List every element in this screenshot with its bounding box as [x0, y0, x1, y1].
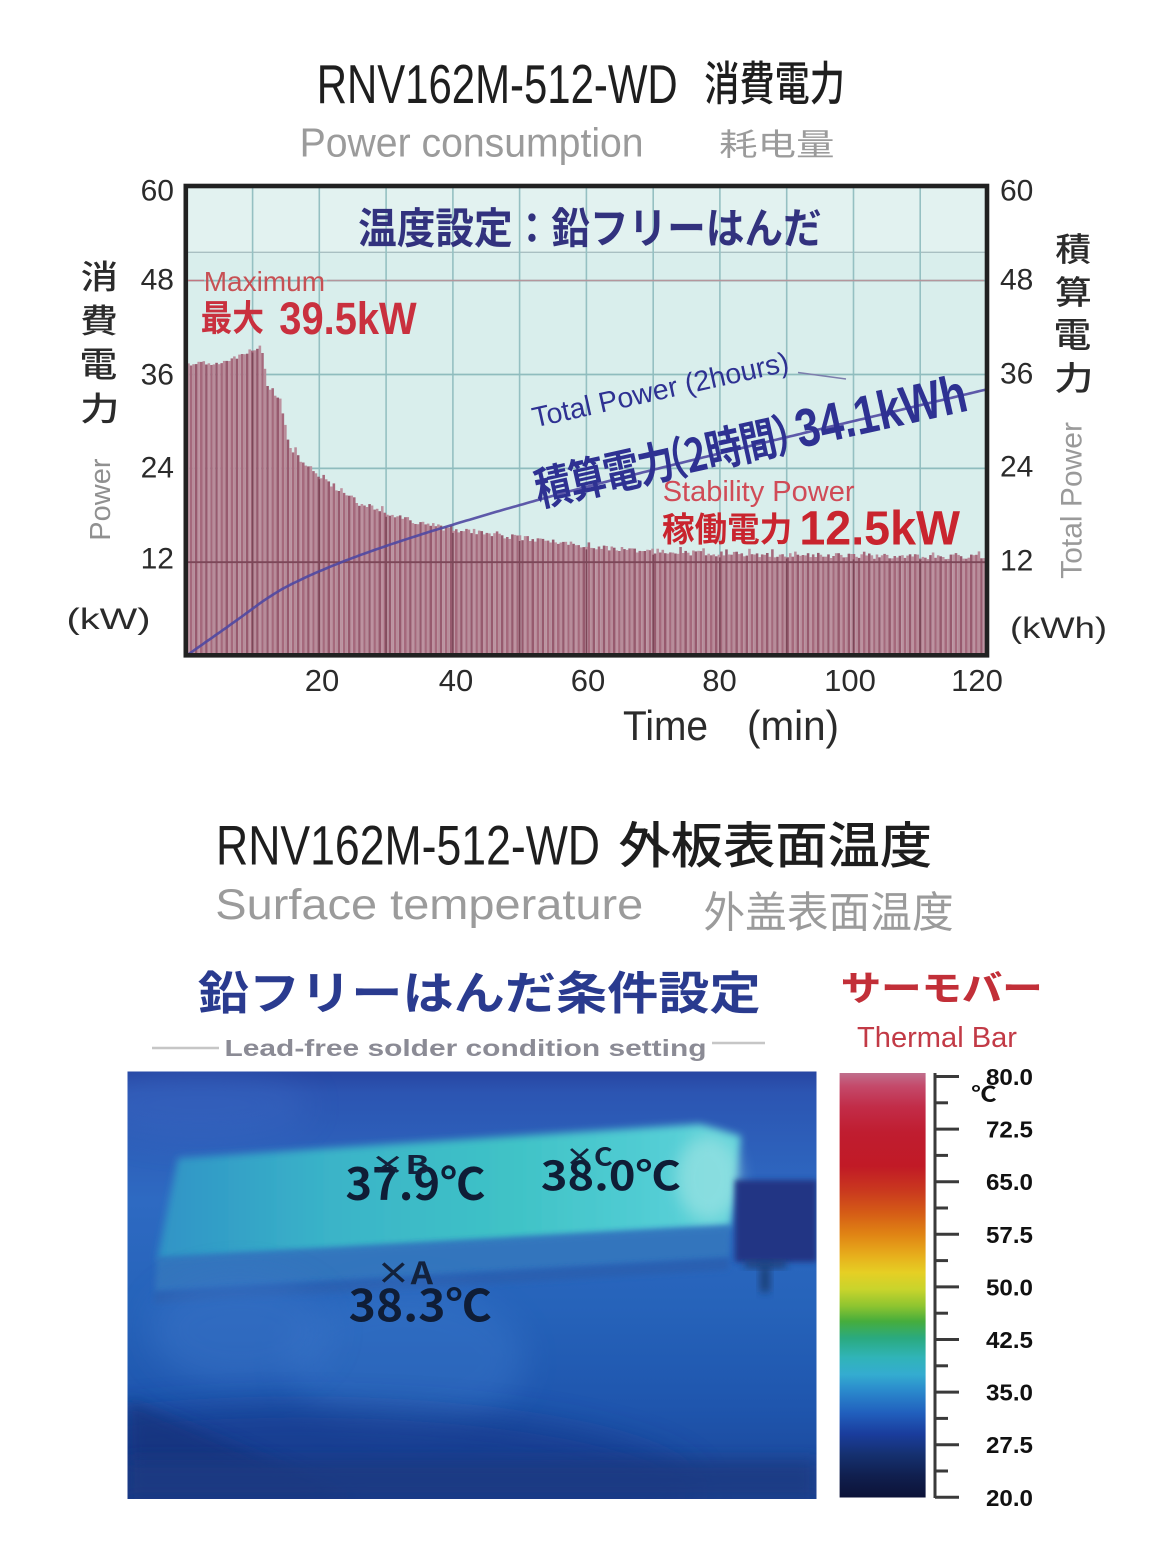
svg-text:Total Power: Total Power — [1056, 422, 1089, 579]
svg-text:Time: Time — [623, 702, 708, 749]
svg-text:(kWh): (kWh) — [1010, 612, 1107, 645]
svg-text:100: 100 — [824, 663, 876, 698]
svg-text:Surface temperature: Surface temperature — [215, 881, 643, 929]
svg-text:80.0: 80.0 — [986, 1064, 1033, 1090]
svg-text:60: 60 — [141, 175, 174, 208]
svg-text:65.0: 65.0 — [986, 1169, 1033, 1195]
svg-text:48: 48 — [141, 264, 174, 297]
svg-text:50.0: 50.0 — [986, 1274, 1033, 1300]
svg-text:(kW): (kW) — [67, 603, 151, 636]
svg-text:120: 120 — [951, 663, 1003, 698]
svg-text:60: 60 — [1000, 175, 1033, 208]
svg-text:Stability Power: Stability Power — [663, 476, 855, 508]
svg-text:24: 24 — [1000, 451, 1033, 484]
svg-text:12: 12 — [1000, 545, 1033, 578]
svg-text:42.5: 42.5 — [986, 1327, 1033, 1353]
svg-text:36: 36 — [141, 359, 174, 392]
svg-text:27.5: 27.5 — [986, 1432, 1033, 1458]
svg-text:Power: Power — [85, 458, 117, 541]
svg-text:Thermal Bar: Thermal Bar — [857, 1022, 1017, 1054]
svg-text:36: 36 — [1000, 358, 1033, 391]
svg-text:Maximum: Maximum — [204, 266, 325, 297]
svg-text:12: 12 — [141, 543, 174, 576]
svg-text:12.5kW: 12.5kW — [799, 503, 960, 556]
svg-text:RNV162M-512-WD: RNV162M-512-WD — [317, 54, 678, 115]
svg-text:35.0: 35.0 — [986, 1380, 1033, 1406]
svg-text:Lead-free solder condition set: Lead-free solder condition setting — [225, 1035, 707, 1061]
svg-text:40: 40 — [439, 663, 473, 698]
svg-text:24: 24 — [141, 452, 174, 485]
svg-text:RNV162M-512-WD: RNV162M-512-WD — [216, 814, 600, 876]
svg-text:(min): (min) — [747, 702, 839, 749]
svg-text:60: 60 — [571, 663, 605, 698]
svg-text:48: 48 — [1000, 264, 1033, 297]
svg-text:20.0: 20.0 — [986, 1485, 1033, 1511]
svg-text:80: 80 — [702, 663, 736, 698]
svg-text:39.5kW: 39.5kW — [279, 293, 417, 344]
svg-text:57.5: 57.5 — [986, 1222, 1033, 1248]
svg-text:72.5: 72.5 — [986, 1117, 1033, 1143]
svg-text:20: 20 — [305, 663, 339, 698]
svg-text:Power consumption: Power consumption — [300, 120, 644, 166]
